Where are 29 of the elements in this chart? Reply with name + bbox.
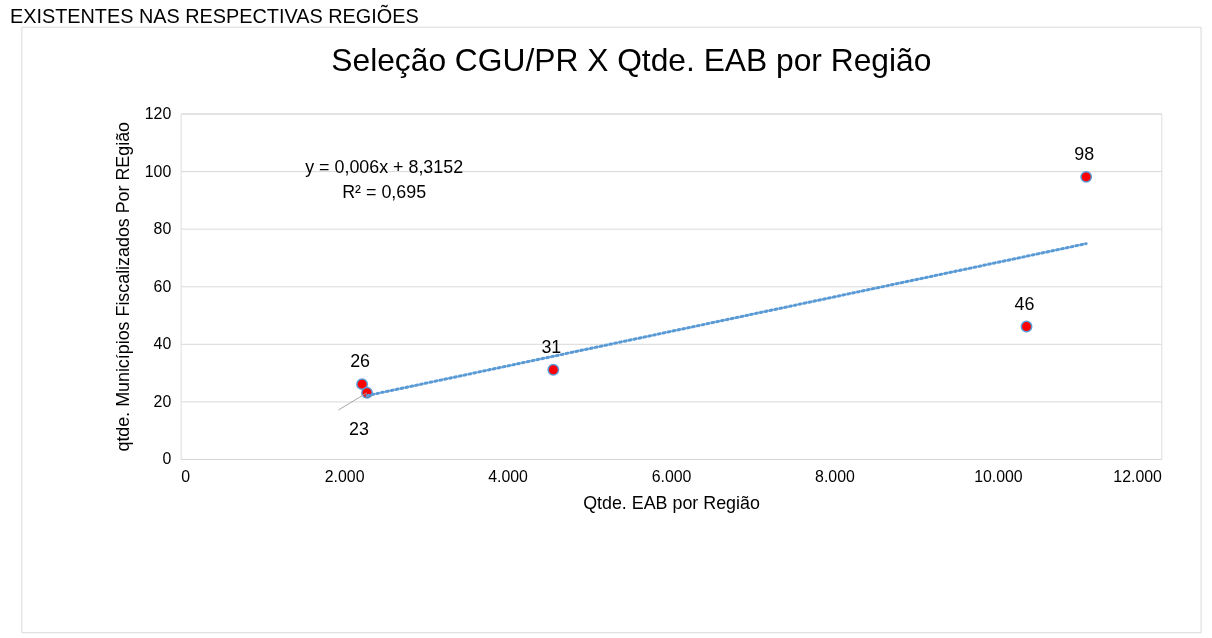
annotation: y = 0,006x + 8,3152 <box>305 157 464 178</box>
y-tick-label: 0 <box>162 450 172 468</box>
y-tick-label: 60 <box>153 277 172 295</box>
x-tick-label: 12.000 <box>1113 468 1163 486</box>
y-tick-label: 40 <box>153 335 172 353</box>
y-axis-title: qtde. Municípios Fiscalizados Por REgião <box>112 121 133 452</box>
data-label: 31 <box>541 336 562 357</box>
point <box>1080 170 1093 183</box>
y-tick-label: 80 <box>153 220 172 238</box>
point <box>356 378 369 391</box>
data-label: 46 <box>1014 293 1035 314</box>
x-tick-label: 2.000 <box>324 468 365 486</box>
data-label: 98 <box>1074 143 1095 164</box>
y-tick-label: 100 <box>144 162 172 180</box>
text: EXISTENTES NAS RESPECTIVAS REGIÕES <box>9 4 419 28</box>
y-tick-label: 20 <box>153 392 172 410</box>
point <box>1020 320 1033 333</box>
x-tick-label: 0 <box>181 468 191 486</box>
data-label: 23 <box>349 419 370 440</box>
x-tick-label: 6.000 <box>651 468 692 486</box>
point <box>547 363 560 376</box>
x-tick-label: 8.000 <box>815 468 855 486</box>
y-tick-label: 120 <box>144 105 172 122</box>
annotation: R² = 0,695 <box>342 181 427 202</box>
x-tick-label: 4.000 <box>488 468 529 486</box>
chart-title: Seleção CGU/PR X Qtde. EAB por Região <box>331 41 932 78</box>
x-tick-label: 10.000 <box>974 468 1023 486</box>
data-label: 26 <box>350 351 371 372</box>
x-axis-title: Qtde. EAB por Região <box>583 493 760 514</box>
